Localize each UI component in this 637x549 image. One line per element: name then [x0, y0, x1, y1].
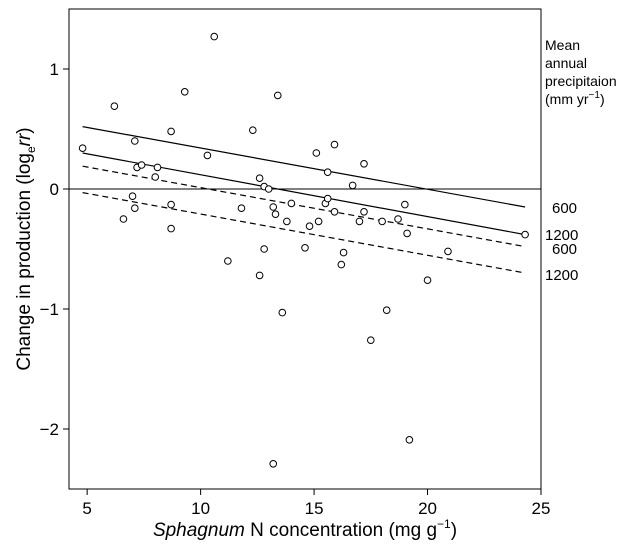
regression-line-dashed-600: [82, 165, 526, 248]
data-point: [255, 174, 264, 182]
legend-unit: (mm yr−1): [545, 90, 605, 107]
y-tick-label: −2: [40, 420, 59, 439]
data-point: [203, 151, 212, 160]
y-axis-title: Change in production (logerr): [14, 127, 38, 370]
line-label-dashed-1200: 1200: [545, 267, 578, 284]
legend-line-2: annual: [545, 55, 587, 71]
data-point: [128, 192, 137, 200]
x-tick-label: 25: [532, 499, 551, 518]
data-point: [355, 217, 364, 226]
line-label-solid-600: 600: [552, 200, 577, 217]
data-point: [153, 163, 162, 172]
data-point: [210, 32, 219, 41]
x-axis-title-exponent: −1: [437, 517, 451, 531]
data-point: [167, 127, 175, 136]
data-point: [119, 215, 128, 223]
regression-line-dashed-1200: [82, 192, 526, 274]
data-point: [339, 248, 348, 257]
regression-line-solid-600: [82, 126, 526, 208]
data-point: [278, 308, 287, 317]
data-point: [444, 247, 452, 256]
data-point: [110, 102, 119, 110]
x-tick-label: 10: [191, 499, 210, 518]
data-point: [131, 137, 139, 145]
data-point: [337, 260, 346, 269]
legend-unit-exponent: −1: [589, 90, 601, 101]
data-point: [273, 91, 282, 100]
x-tick-label: 15: [305, 499, 324, 518]
x-tick-label: 20: [418, 499, 437, 518]
data-point: [78, 144, 87, 152]
legend-line-3: precipitaion: [545, 73, 617, 89]
data-point: [131, 204, 139, 212]
y-axis-title-main: Change in production (log: [14, 153, 35, 371]
data-point: [405, 436, 414, 444]
data-point: [269, 203, 278, 211]
data-point: [323, 194, 332, 203]
legend-unit-main: (mm yr: [545, 91, 589, 107]
y-tick-label: −1: [40, 300, 59, 319]
data-point: [360, 160, 368, 168]
data-point: [312, 149, 321, 157]
data-point: [323, 168, 332, 176]
line-label-dashed-600: 600: [552, 241, 577, 258]
y-tick-label: 1: [50, 60, 59, 79]
x-axis-title-genus: Sphagnum: [153, 520, 245, 541]
data-point: [287, 199, 296, 208]
data-point: [167, 224, 175, 233]
y-axis-title-rr: rr: [14, 133, 35, 146]
data-point: [301, 244, 309, 252]
data-point: [394, 215, 402, 223]
legend-unit-close: ): [600, 91, 605, 107]
data-point: [378, 217, 386, 226]
data-point: [401, 200, 409, 209]
data-point: [271, 210, 280, 218]
data-point: [283, 217, 291, 226]
data-point: [330, 140, 339, 149]
data-point: [403, 229, 411, 238]
data-point: [269, 460, 278, 468]
y-axis-title-subscript: e: [24, 146, 38, 153]
data-point: [314, 217, 323, 226]
x-axis-title-main: N concentration (mg g: [245, 520, 437, 541]
data-point: [382, 306, 391, 315]
x-axis-title: Sphagnum N concentration (mg g−1): [153, 517, 457, 541]
data-point: [264, 185, 273, 193]
data-point: [367, 336, 375, 345]
data-point: [348, 181, 357, 190]
y-tick-label: 0: [50, 180, 59, 199]
data-point: [249, 126, 257, 134]
data-point: [305, 222, 314, 230]
data-point: [167, 200, 175, 209]
data-point: [330, 208, 339, 216]
line-label-solid-1200: 1200: [545, 227, 578, 244]
regression-line-solid-1200: [82, 152, 526, 236]
data-point: [255, 271, 264, 280]
data-point: [137, 161, 146, 169]
data-point: [423, 276, 432, 285]
data-point: [521, 230, 529, 239]
legend: Mean annual precipitaion (mm yr−1): [545, 37, 617, 107]
x-axis-title-close: ): [451, 520, 457, 541]
plot-frame: [68, 8, 542, 490]
y-axis-title-close: ): [14, 127, 35, 133]
x-tick-label: 5: [82, 499, 91, 518]
legend-line-1: Mean: [545, 37, 580, 53]
data-point: [224, 257, 232, 265]
data-point: [151, 173, 160, 181]
data-point: [237, 204, 246, 212]
data-point: [180, 88, 189, 96]
data-point: [360, 208, 368, 216]
data-point: [260, 245, 268, 253]
